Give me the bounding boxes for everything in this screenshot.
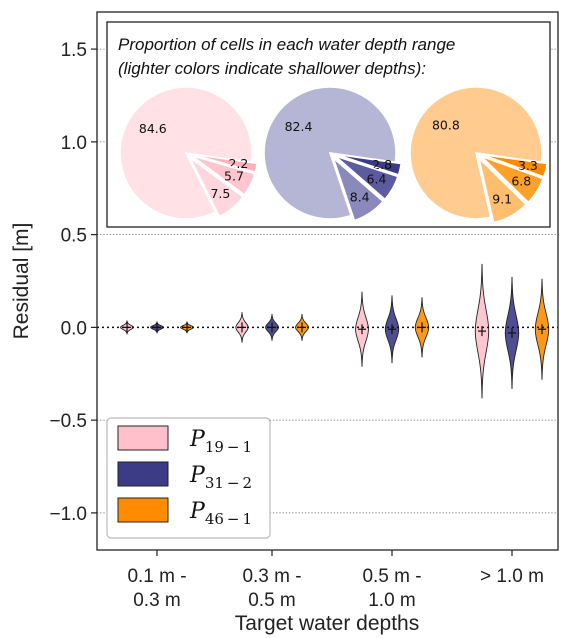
pie-slice xyxy=(190,154,256,196)
y-tick-label: 1.5 xyxy=(61,40,87,61)
pie-slice xyxy=(409,86,543,220)
pie-label: 3.3 xyxy=(518,158,538,173)
legend-label: P31 − 2 xyxy=(189,463,252,492)
x-tick-label: 0.1 m - xyxy=(127,566,186,587)
y-tick-label: 1.0 xyxy=(61,133,87,154)
pie-inset: Proportion of cells in each water depth … xyxy=(106,21,551,228)
pie-label: 7.5 xyxy=(210,186,230,201)
y-axis-label: Residual [m] xyxy=(10,223,33,340)
x-tick-label: 0.5 m xyxy=(248,590,296,611)
x-axis-label: Target water depths xyxy=(235,612,419,635)
pie-slice xyxy=(189,156,245,218)
x-tick-label: > 1.0 m xyxy=(480,566,544,587)
legend-label-subscript: 46 − 1 xyxy=(205,510,252,528)
x-axis: 0.1 m - 0.3 m 0.3 m - 0.5 m 0.5 m - 1.0 m > 1.… xyxy=(127,550,544,611)
pie-label: 5.7 xyxy=(224,169,244,184)
pie-label: 84.6 xyxy=(139,121,167,136)
pie-slice xyxy=(331,155,385,222)
inset-title-line1: Proportion of cells in each water depth … xyxy=(118,35,455,54)
y-tick-label: 0.5 xyxy=(61,226,87,247)
x-tick-label: 1.0 m xyxy=(368,590,416,611)
pie-slice xyxy=(191,153,259,174)
plot-frame xyxy=(96,11,559,551)
pie-label: 6.8 xyxy=(511,174,531,189)
pie-slice xyxy=(334,155,399,201)
pie-label: 9.1 xyxy=(492,192,512,207)
pie-label: 80.8 xyxy=(432,117,460,132)
violins xyxy=(97,263,558,399)
pie-slice xyxy=(480,155,545,204)
y-tick-label: 0.0 xyxy=(61,318,87,339)
pie-slice xyxy=(119,86,253,220)
pie-label: 2.8 xyxy=(372,157,392,172)
pie-label: 6.4 xyxy=(367,171,387,186)
x-tick-label: 0.5 m - xyxy=(362,566,421,587)
legend-label-subscript: 31 − 2 xyxy=(205,474,252,492)
pie-slice xyxy=(477,155,528,224)
y-axis: −1.0 −0.5 0.0 0.5 1.0 1.5 xyxy=(49,40,97,525)
pie-slice xyxy=(335,153,403,176)
legend-label-subscript: 19 − 1 xyxy=(205,438,252,456)
pies: 84.62.25.77.582.42.86.48.480.83.36.89.1 xyxy=(119,86,549,224)
legend-swatch xyxy=(117,461,169,487)
pie-slice xyxy=(481,153,549,178)
inset-title-line2: (lighter colors indicate shallower depth… xyxy=(118,59,426,78)
y-tick-label: −0.5 xyxy=(49,411,87,432)
x-tick-label: 0.3 m xyxy=(133,590,181,611)
pie-slice xyxy=(263,86,397,220)
pie-label: 82.4 xyxy=(285,119,313,134)
pie-label: 8.4 xyxy=(350,190,370,205)
x-tick-label: 0.3 m - xyxy=(242,566,301,587)
legend-swatch xyxy=(117,425,169,451)
y-tick-label: −1.0 xyxy=(49,504,87,525)
legend-swatch xyxy=(117,497,169,523)
